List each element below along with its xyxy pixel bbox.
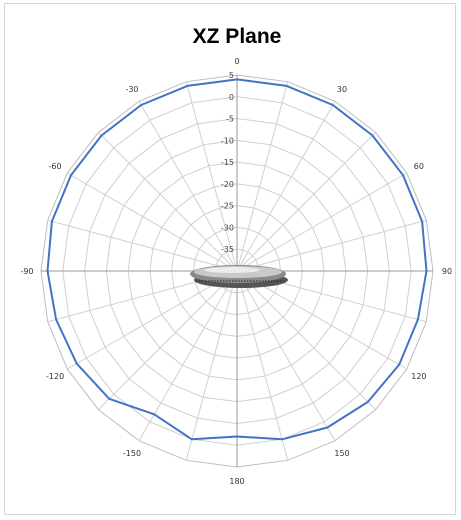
data-point xyxy=(191,438,193,441)
grid-spoke xyxy=(236,101,336,272)
data-point xyxy=(417,318,419,321)
grid-spoke xyxy=(185,270,238,461)
data-point xyxy=(398,363,401,366)
radial-tick-label: -20 xyxy=(221,180,234,189)
grid-spoke xyxy=(67,270,238,370)
angle-tick-label: -60 xyxy=(49,162,62,171)
data-point xyxy=(153,413,155,416)
grid-spoke xyxy=(236,219,427,272)
grid-spoke xyxy=(236,132,376,272)
chart-title: XZ Plane xyxy=(193,25,282,48)
angle-tick-label: 0 xyxy=(234,57,239,66)
grid-spoke xyxy=(236,270,376,410)
angle-tick-label: -90 xyxy=(20,267,33,276)
grid-spoke xyxy=(236,81,289,272)
angle-tick-label: -120 xyxy=(46,372,64,381)
data-point xyxy=(402,174,404,176)
data-point xyxy=(46,270,49,272)
data-point xyxy=(236,435,238,438)
angle-tick-label: 60 xyxy=(414,162,424,171)
data-point xyxy=(100,134,103,137)
data-point xyxy=(281,438,283,441)
angle-tick-label: -150 xyxy=(123,449,141,458)
data-point xyxy=(55,318,57,321)
radial-tick-label: 5 xyxy=(229,71,234,80)
grid-spoke xyxy=(98,270,238,410)
data-point xyxy=(236,78,238,81)
angle-tick-label: 120 xyxy=(411,372,426,381)
radial-tick-label: -30 xyxy=(221,223,234,232)
data-point xyxy=(70,174,72,176)
grid-spoke xyxy=(236,270,289,461)
data-point xyxy=(285,85,288,87)
grid-spoke xyxy=(47,219,238,272)
grid-spoke xyxy=(236,270,407,370)
data-point xyxy=(371,134,374,137)
data-point xyxy=(326,426,329,429)
data-point xyxy=(75,362,78,365)
grid-spoke xyxy=(185,81,238,272)
data-point xyxy=(425,270,428,272)
data-point xyxy=(421,220,423,223)
data-series xyxy=(46,78,428,441)
angle-tick-label: 150 xyxy=(334,449,349,458)
angle-tick-label: 90 xyxy=(442,267,452,276)
grid-spoke xyxy=(138,101,238,272)
angle-tick-label: -30 xyxy=(125,85,138,94)
data-point xyxy=(186,85,189,87)
radial-tick-label: -35 xyxy=(221,245,234,254)
grid-spoke xyxy=(138,270,238,441)
data-point xyxy=(108,398,110,400)
angle-tick-label: 30 xyxy=(337,85,347,94)
radial-tick-label: 0 xyxy=(229,93,234,102)
radial-tick-label: -5 xyxy=(226,115,234,124)
data-point xyxy=(332,104,334,106)
radial-tick-labels: 5 0 -5 -10 -15 -20 -25 -30 -35 xyxy=(221,71,234,254)
data-point xyxy=(367,401,369,403)
angle-tick-label: 180 xyxy=(229,477,244,486)
grid-spoke xyxy=(67,172,238,272)
data-point xyxy=(51,220,53,223)
radial-tick-label: -15 xyxy=(221,158,234,167)
grid-spoke xyxy=(98,132,238,272)
radial-tick-label: -10 xyxy=(221,136,234,145)
radial-tick-label: -25 xyxy=(221,202,234,211)
antenna-device-image xyxy=(190,265,288,288)
grid-spoke xyxy=(236,172,407,272)
grid-spoke xyxy=(236,270,336,441)
data-point xyxy=(140,104,142,106)
